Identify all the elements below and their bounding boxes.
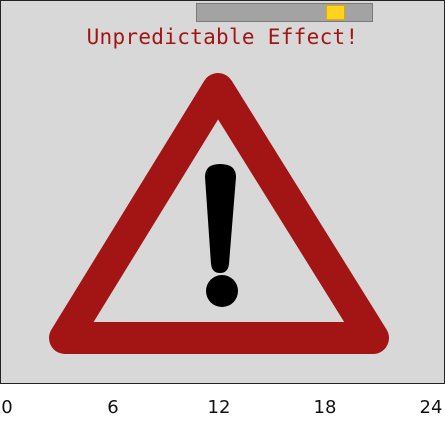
axis-tick-label: 24: [419, 397, 443, 418]
effect-slider[interactable]: [196, 3, 373, 22]
axis-tick-label: 18: [313, 397, 337, 418]
effect-title: Unpredictable Effect!: [86, 25, 359, 49]
warning-triangle-icon: [49, 73, 389, 354]
exclamation-dot: [206, 275, 238, 307]
warning-triangle-outline: [49, 73, 389, 354]
canvas-area: Unpredictable Effect!: [0, 0, 445, 384]
time-axis: 0 6 12 18 24: [0, 383, 445, 421]
axis-tick-label: 0: [1, 397, 13, 418]
exclamation-bar: [205, 164, 236, 273]
slider-thumb[interactable]: [326, 5, 346, 20]
axis-tick-label: 12: [207, 397, 231, 418]
axis-tick-label: 6: [107, 397, 119, 418]
